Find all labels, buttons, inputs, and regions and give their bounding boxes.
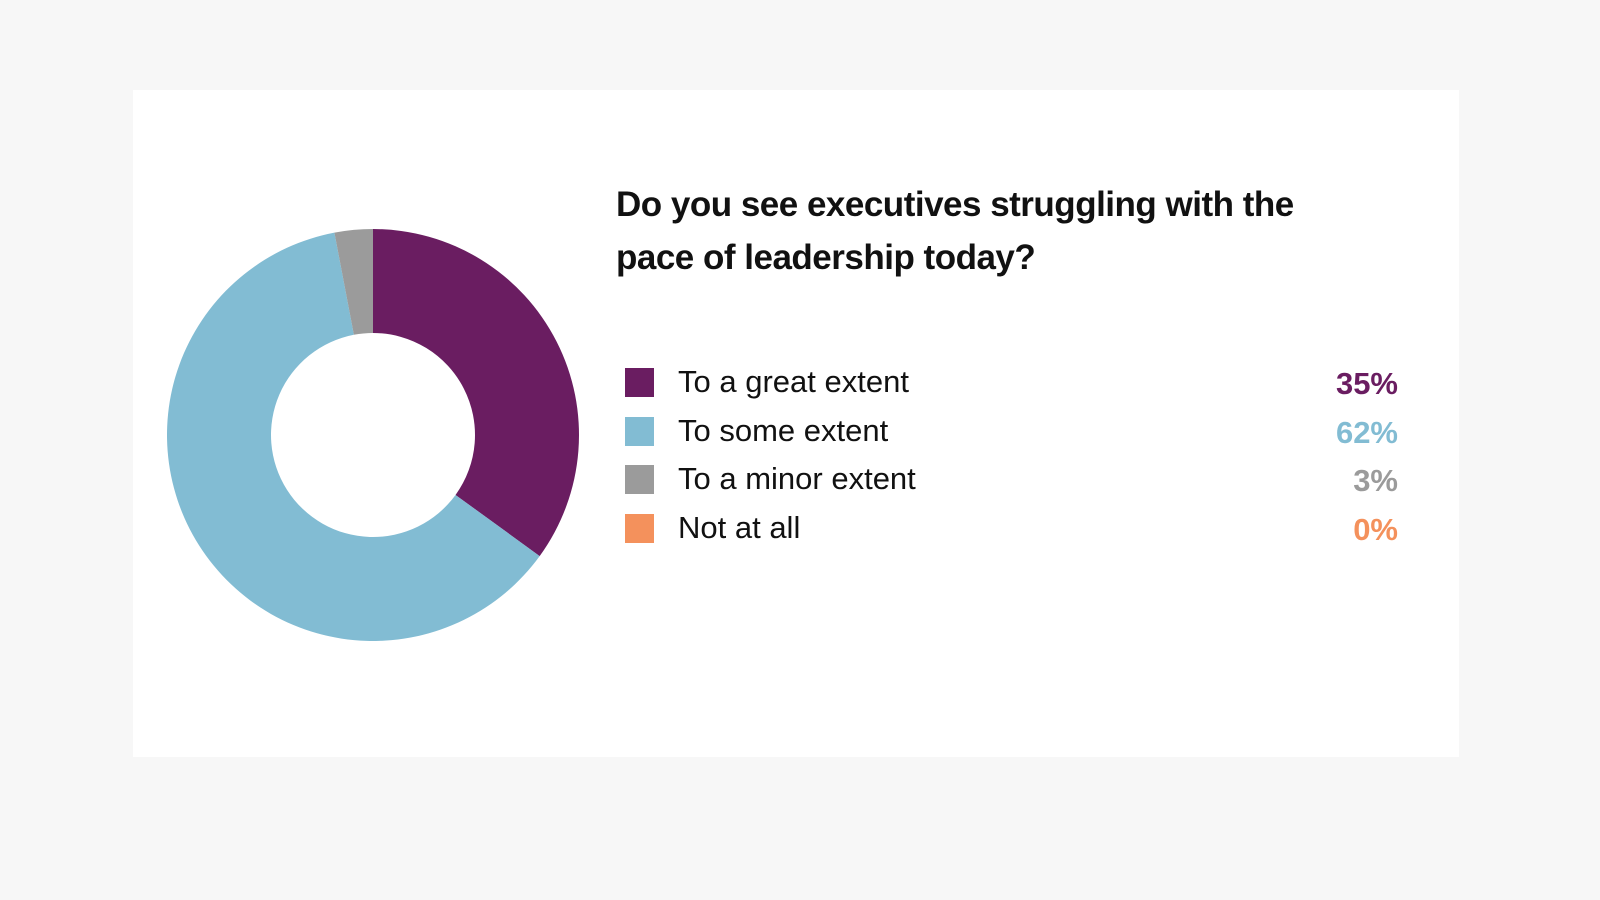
legend-item: To a great extent 35%	[625, 362, 1398, 402]
legend-swatch	[625, 465, 654, 494]
data-label: 0%	[1353, 512, 1398, 547]
donut-chart	[166, 229, 579, 642]
chart-title: Do you see executives struggling with th…	[616, 185, 1294, 277]
data-label: 3%	[1353, 463, 1398, 498]
chart-card: Do you see executives struggling with th…	[133, 90, 1459, 757]
donut-slice-to-a-minor-extent	[334, 229, 373, 335]
legend-item: To some extent 62%	[625, 411, 1398, 451]
data-label: 35%	[1335, 366, 1398, 401]
legend-swatch	[625, 368, 654, 397]
legend-swatch	[625, 417, 654, 446]
donut-slice-to-a-great-extent	[373, 229, 579, 557]
legend-item: Not at all 0%	[625, 508, 1398, 548]
legend-item: To a minor extent 3%	[625, 459, 1398, 499]
legend-label: To some extent	[678, 413, 889, 448]
donut-slice-to-some-extent	[166, 232, 540, 642]
legend-label: Not at all	[678, 510, 801, 545]
legend-label: To a minor extent	[678, 461, 916, 496]
legend-label: To a great extent	[678, 364, 909, 399]
data-label: 62%	[1335, 415, 1398, 450]
legend-swatch	[625, 514, 654, 543]
